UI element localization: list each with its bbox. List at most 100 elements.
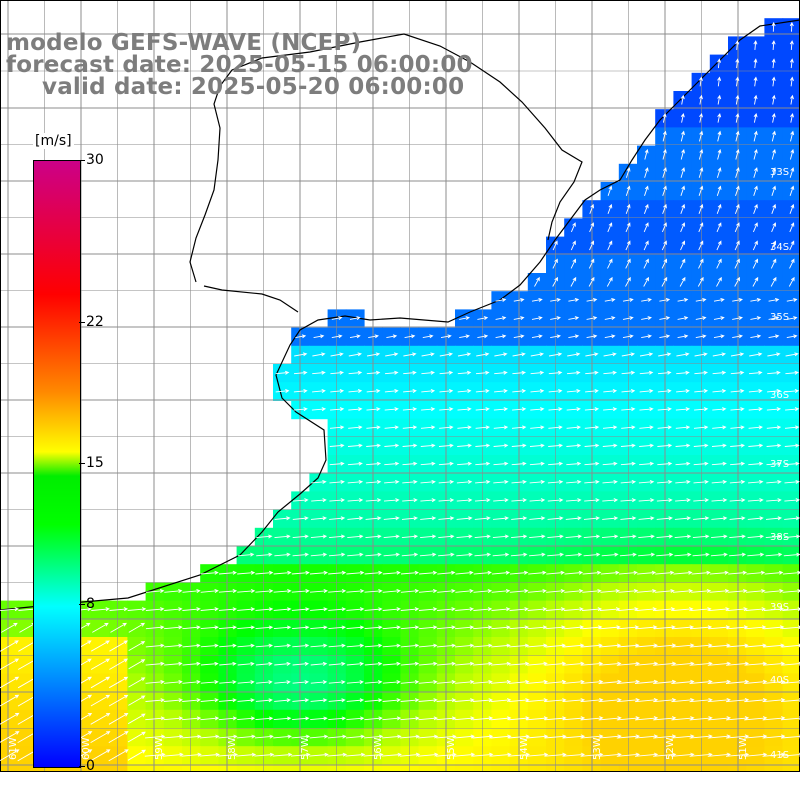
wind-arrow: [292, 661, 309, 666]
wind-arrow: [680, 130, 685, 142]
wind-arrow: [712, 352, 726, 357]
wind-arrow: [680, 167, 686, 178]
wind-arrow: [329, 498, 345, 503]
wind-arrow: [548, 388, 563, 393]
wind-arrow: [707, 661, 731, 666]
wind-arrow: [771, 21, 776, 32]
wind-arrow: [616, 661, 640, 666]
wind-arrow: [599, 643, 622, 648]
wind-arrow: [385, 352, 399, 357]
wind-arrow: [717, 148, 722, 160]
wind-arrow: [420, 461, 436, 466]
wind-arrow: [219, 680, 237, 684]
wind-arrow: [310, 643, 328, 648]
wind-arrow: [181, 752, 202, 757]
wind-arrow: [365, 534, 382, 539]
wind-arrow: [782, 607, 800, 612]
wind-arrow: [716, 276, 722, 287]
wind-arrow: [671, 734, 695, 739]
wind-arrow: [735, 167, 740, 178]
wind-arrow: [753, 167, 758, 178]
wind-arrow: [382, 661, 401, 666]
wind-arrow: [562, 734, 586, 739]
wind-arrow: [418, 607, 438, 612]
wind-arrow: [601, 552, 619, 557]
wind-arrow: [508, 679, 530, 684]
wind-arrow: [217, 752, 238, 757]
wind-arrow: [634, 679, 659, 684]
wind-arrow: [662, 113, 667, 123]
forecast-date: forecast date: 2025-05-15 06:00:00: [6, 52, 473, 78]
wind-arrow: [366, 352, 381, 357]
wind-arrow: [547, 498, 564, 503]
wind-arrow: [530, 388, 545, 393]
colorbar-tick-label: 0: [86, 758, 95, 774]
wind-arrow: [544, 734, 567, 739]
wind-arrow: [400, 698, 420, 703]
wind-arrow: [735, 58, 740, 69]
wind-arrow: [435, 752, 457, 757]
wind-arrow: [677, 316, 689, 321]
wind-arrow: [420, 498, 436, 503]
wind-arrow: [312, 388, 326, 393]
latitude-label: 33S: [770, 167, 789, 178]
wind-arrow: [368, 334, 379, 339]
wind-arrow: [255, 607, 274, 612]
longitude-labels: 61W 60W 59W 58W 57W 56W 55W 54W 53W 52W 51W: [8, 737, 749, 760]
wind-arrow: [638, 479, 655, 484]
wind-arrow: [725, 697, 750, 703]
wind-arrow: [562, 752, 585, 757]
wind-arrow: [511, 461, 527, 466]
wind-arrow: [454, 698, 475, 703]
wind-arrow: [402, 461, 418, 466]
wind-arrow: [745, 625, 767, 630]
wind-arrow: [491, 607, 511, 612]
wind-arrow: [735, 185, 740, 196]
wind-arrow: [570, 258, 577, 269]
wind-arrow: [512, 352, 526, 357]
wind-arrow: [771, 58, 776, 69]
latitude-label: 38S: [770, 532, 789, 543]
wind-arrow: [491, 625, 511, 630]
wind-arrow: [90, 749, 111, 762]
wind-arrow: [638, 534, 655, 539]
wind-arrow: [656, 552, 674, 557]
wind-arrow: [457, 388, 472, 393]
wind-arrow: [580, 734, 604, 739]
wind-arrow: [529, 461, 545, 466]
wind-arrow: [584, 479, 600, 484]
wind-arrow: [680, 94, 685, 105]
wind-arrow: [653, 697, 677, 703]
wind-arrow: [643, 276, 649, 287]
wind-arrow: [600, 588, 621, 593]
latitude-label: 37S: [770, 459, 789, 470]
wind-arrow: [763, 643, 785, 648]
wind-arrow: [182, 679, 201, 684]
wind-arrow: [671, 752, 695, 757]
wind-arrow: [456, 479, 473, 484]
wind-arrow: [689, 643, 713, 648]
wind-arrow: [620, 461, 636, 466]
wind-arrow: [513, 316, 525, 321]
wind-arrow: [659, 297, 671, 302]
wind-arrow: [565, 534, 582, 539]
wind-arrow: [680, 240, 686, 251]
wind-arrow: [0, 640, 19, 652]
wind-arrow: [382, 643, 401, 648]
wind-arrow: [734, 258, 740, 269]
wind-arrow: [764, 570, 784, 575]
wind-arrow: [566, 407, 581, 412]
wind-arrow: [744, 643, 767, 648]
wind-arrow: [92, 622, 109, 633]
wind-arrow: [526, 698, 549, 703]
wind-arrow: [492, 552, 510, 557]
wind-arrow: [698, 185, 704, 196]
wind-arrow: [580, 716, 604, 721]
wind-arrow: [748, 425, 763, 430]
wind-arrow: [747, 534, 764, 539]
wind-arrow: [494, 370, 508, 375]
colorbar-tick: [79, 766, 85, 767]
wind-arrow: [402, 479, 418, 484]
wind-arrow: [622, 334, 634, 339]
wind-arrow: [711, 498, 728, 503]
